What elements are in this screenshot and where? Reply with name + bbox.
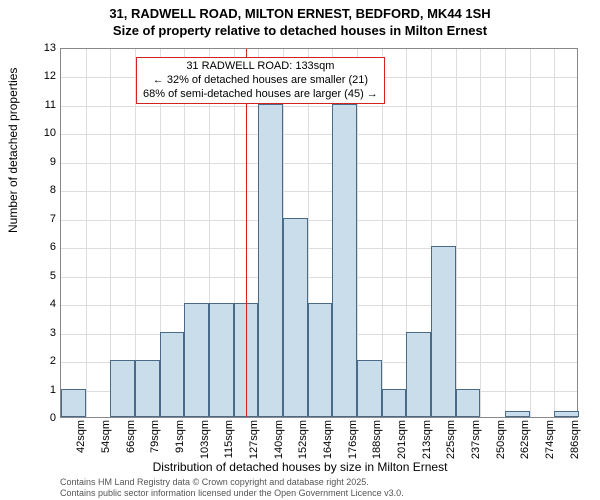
- y-tick: 1: [26, 384, 56, 396]
- y-tick: 3: [26, 327, 56, 339]
- x-tick: 262sqm: [519, 420, 531, 470]
- histogram-bar: [283, 218, 308, 417]
- x-tick: 42sqm: [75, 420, 87, 470]
- histogram-bar: [554, 411, 579, 417]
- x-tick: 225sqm: [445, 420, 457, 470]
- histogram-bar: [431, 246, 456, 417]
- histogram-bar: [382, 389, 407, 417]
- x-tick: 201sqm: [396, 420, 408, 470]
- y-axis-label: Number of detached properties: [6, 68, 20, 233]
- histogram-bar: [456, 389, 481, 417]
- histogram-chart: 31 RADWELL ROAD: 133sqm← 32% of detached…: [60, 48, 578, 418]
- page-title-line1: 31, RADWELL ROAD, MILTON ERNEST, BEDFORD…: [0, 6, 600, 23]
- histogram-bar: [258, 104, 283, 417]
- x-tick: 213sqm: [421, 420, 433, 470]
- footer-attribution: Contains HM Land Registry data © Crown c…: [60, 477, 404, 498]
- annotation-line3: 68% of semi-detached houses are larger (…: [143, 88, 378, 102]
- footer-line1: Contains HM Land Registry data © Crown c…: [60, 477, 404, 487]
- histogram-bar: [135, 360, 160, 417]
- annotation-box: 31 RADWELL ROAD: 133sqm← 32% of detached…: [136, 57, 385, 104]
- x-tick: 79sqm: [149, 420, 161, 470]
- x-tick: 115sqm: [223, 420, 235, 470]
- y-tick: 10: [26, 127, 56, 139]
- y-tick: 9: [26, 156, 56, 168]
- x-tick: 91sqm: [174, 420, 186, 470]
- y-tick: 2: [26, 355, 56, 367]
- histogram-bar: [332, 104, 357, 417]
- x-tick: 103sqm: [199, 420, 211, 470]
- histogram-bar: [209, 303, 234, 417]
- x-tick: 250sqm: [495, 420, 507, 470]
- x-tick: 54sqm: [100, 420, 112, 470]
- histogram-bar: [184, 303, 209, 417]
- y-tick: 4: [26, 298, 56, 310]
- x-tick: 164sqm: [322, 420, 334, 470]
- histogram-bar: [61, 389, 86, 417]
- histogram-bar: [357, 360, 382, 417]
- x-tick: 152sqm: [297, 420, 309, 470]
- y-tick: 12: [26, 70, 56, 82]
- x-tick: 286sqm: [569, 420, 581, 470]
- x-tick: 66sqm: [125, 420, 137, 470]
- x-tick: 237sqm: [470, 420, 482, 470]
- annotation-line1: 31 RADWELL ROAD: 133sqm: [143, 60, 378, 74]
- y-tick: 5: [26, 270, 56, 282]
- y-tick: 11: [26, 99, 56, 111]
- x-tick: 176sqm: [347, 420, 359, 470]
- annotation-line2: ← 32% of detached houses are smaller (21…: [143, 74, 378, 88]
- x-tick: 274sqm: [544, 420, 556, 470]
- histogram-bar: [406, 332, 431, 417]
- y-tick: 7: [26, 213, 56, 225]
- footer-line2: Contains public sector information licen…: [60, 488, 404, 498]
- y-tick: 8: [26, 184, 56, 196]
- y-tick: 0: [26, 412, 56, 424]
- histogram-bar: [110, 360, 135, 417]
- page-title-line2: Size of property relative to detached ho…: [0, 23, 600, 40]
- x-tick: 140sqm: [273, 420, 285, 470]
- histogram-bar: [505, 411, 530, 417]
- histogram-bar: [308, 303, 333, 417]
- histogram-bar: [160, 332, 185, 417]
- y-tick: 13: [26, 42, 56, 54]
- x-tick: 188sqm: [371, 420, 383, 470]
- y-tick: 6: [26, 241, 56, 253]
- x-tick: 127sqm: [248, 420, 260, 470]
